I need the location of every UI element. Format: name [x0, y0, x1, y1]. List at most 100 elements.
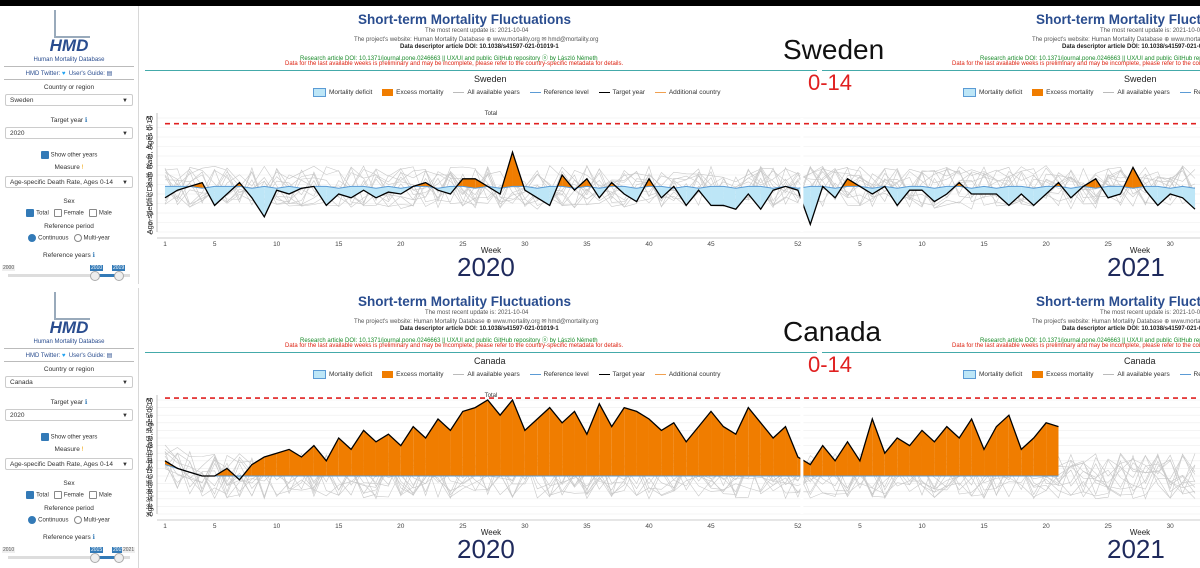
doi-text[interactable]: Data descriptor article DOI: 10.1038/s41… — [400, 326, 559, 332]
twitter-icon[interactable]: ♥ — [61, 353, 66, 359]
twitter-link[interactable]: HMD Twitter: — [25, 71, 61, 77]
radio-multi-year[interactable] — [73, 516, 82, 524]
legend-deficit-swatch[interactable] — [313, 88, 326, 97]
legend-deficit-swatch[interactable] — [963, 88, 976, 97]
checkbox-checked-icon[interactable] — [40, 433, 49, 441]
legend-deficit-swatch[interactable] — [963, 370, 976, 379]
year-select[interactable]: 2020 ▼ — [5, 127, 133, 139]
legend-ref-swatch[interactable] — [1179, 374, 1191, 375]
research-text-2021[interactable]: Research article DOI: 10.1371/journal.po… — [980, 56, 1200, 62]
checkbox-total[interactable] — [26, 491, 35, 499]
legend-excess-swatch[interactable] — [1032, 371, 1044, 378]
checkbox-male[interactable] — [88, 491, 97, 499]
slider-handle-from[interactable] — [90, 553, 100, 563]
deficit-area — [326, 186, 339, 206]
legend-excess-swatch[interactable] — [382, 89, 394, 96]
website-text-2021[interactable]: The project's website: Human Mortality D… — [1032, 319, 1200, 325]
research-text[interactable]: Research article DOI: 10.1371/journal.po… — [300, 338, 598, 344]
measure-select[interactable]: Age-specific Death Rate, Ages 0-14 ▼ — [5, 176, 133, 188]
legend-deficit-swatch[interactable] — [313, 370, 326, 379]
legend-deficit[interactable]: Mortality deficit — [329, 89, 373, 97]
target-year-line — [164, 398, 1059, 481]
doi-text-2021[interactable]: Data descriptor article DOI: 10.1038/s41… — [1062, 326, 1200, 332]
legend-all-swatch[interactable] — [453, 374, 465, 375]
twitter-link[interactable]: HMD Twitter: — [25, 353, 61, 359]
checkbox-female[interactable] — [53, 209, 62, 217]
website-text[interactable]: The project's website: Human Mortality D… — [354, 37, 599, 43]
doi-text-2021[interactable]: Data descriptor article DOI: 10.1038/s41… — [1062, 44, 1200, 50]
measure-select[interactable]: Age-specific Death Rate, Ages 0-14 ▼ — [5, 458, 133, 470]
legend-target[interactable]: Target year — [612, 371, 646, 379]
radio-continuous[interactable] — [28, 234, 37, 242]
social-row[interactable]: HMD Twitter: ♥ User's Guide: ▤ — [0, 70, 138, 77]
legend-all-years[interactable]: All available years — [467, 371, 520, 379]
legend-target[interactable]: Target year — [612, 89, 646, 97]
info-icon[interactable]: ℹ — [84, 399, 88, 406]
legend-all-swatch[interactable] — [1103, 92, 1115, 93]
legend-deficit[interactable]: Mortality deficit — [979, 371, 1023, 379]
show-other-years[interactable]: Show other years — [0, 433, 138, 441]
checkbox-male[interactable] — [88, 209, 97, 217]
year-select[interactable]: 2020 ▼ — [5, 409, 133, 421]
legend-target-swatch[interactable] — [598, 92, 610, 93]
guide-link[interactable]: User's Guide: — [68, 71, 105, 77]
slider-handle-from[interactable] — [90, 271, 100, 281]
legend-ref-swatch[interactable] — [529, 374, 541, 375]
legend-all-swatch[interactable] — [453, 92, 465, 93]
legend-excess[interactable]: Excess mortality — [1046, 89, 1094, 97]
legend-deficit[interactable]: Mortality deficit — [979, 89, 1023, 97]
legend-excess-swatch[interactable] — [382, 371, 394, 378]
legend-additional[interactable]: Additional country — [668, 89, 721, 97]
legend-excess-swatch[interactable] — [1032, 89, 1044, 96]
legend-target-swatch[interactable] — [598, 374, 610, 375]
legend-additional-swatch[interactable] — [654, 92, 666, 93]
website-text-2021[interactable]: The project's website: Human Mortality D… — [1032, 37, 1200, 43]
country-select[interactable]: Canada ▼ — [5, 376, 133, 388]
legend-reference[interactable]: Reference level — [1193, 371, 1200, 379]
country-select[interactable]: Sweden ▼ — [5, 94, 133, 106]
legend-all-years[interactable]: All available years — [467, 89, 520, 97]
legend-excess[interactable]: Excess mortality — [396, 89, 444, 97]
legend-all-swatch[interactable] — [1103, 374, 1115, 375]
book-icon[interactable]: ▤ — [106, 71, 113, 77]
book-icon[interactable]: ▤ — [106, 353, 113, 359]
checkbox-female[interactable] — [53, 491, 62, 499]
legend-all-years[interactable]: All available years — [1117, 89, 1170, 97]
checkbox-total[interactable] — [26, 209, 35, 217]
legend-ref-swatch[interactable] — [1179, 92, 1191, 93]
twitter-icon[interactable]: ♥ — [61, 71, 66, 77]
radio-continuous[interactable] — [28, 516, 37, 524]
legend-additional-swatch[interactable] — [654, 374, 666, 375]
excess-area — [661, 422, 674, 476]
legend-ref-swatch[interactable] — [529, 92, 541, 93]
legend-additional[interactable]: Additional country — [668, 371, 721, 379]
legend-excess[interactable]: Excess mortality — [396, 371, 444, 379]
warning-icon[interactable]: ! — [81, 446, 84, 453]
slider-handle-to[interactable] — [114, 271, 124, 281]
reference-years-slider[interactable]: 2000 2010 2019 — [2, 265, 130, 281]
excess-area — [921, 430, 935, 476]
social-row[interactable]: HMD Twitter: ♥ User's Guide: ▤ — [0, 352, 138, 359]
reference-years-slider[interactable]: 2010 2015 2019 2021 — [2, 547, 136, 563]
show-other-years[interactable]: Show other years — [0, 151, 138, 159]
research-text-2021[interactable]: Research article DOI: 10.1371/journal.po… — [980, 338, 1200, 344]
info-icon[interactable]: ℹ — [92, 252, 95, 259]
legend-excess[interactable]: Excess mortality — [1046, 371, 1094, 379]
slider-handle-to[interactable] — [114, 553, 124, 563]
legend-reference[interactable]: Reference level — [543, 89, 589, 97]
research-text[interactable]: Research article DOI: 10.1371/journal.po… — [300, 56, 598, 62]
legend-reference[interactable]: Reference level — [543, 371, 589, 379]
warning-icon[interactable]: ! — [81, 164, 84, 171]
radio-multi-year[interactable] — [73, 234, 82, 242]
legend-deficit[interactable]: Mortality deficit — [329, 371, 373, 379]
checkbox-checked-icon[interactable] — [40, 151, 49, 159]
guide-link[interactable]: User's Guide: — [68, 353, 105, 359]
info-icon[interactable]: ℹ — [92, 534, 95, 541]
legend-all-years[interactable]: All available years — [1117, 371, 1170, 379]
info-icon[interactable]: ℹ — [84, 117, 88, 124]
doi-text[interactable]: Data descriptor article DOI: 10.1038/s41… — [400, 44, 559, 50]
legend-reference[interactable]: Reference level — [1193, 89, 1200, 97]
website-text[interactable]: The project's website: Human Mortality D… — [354, 319, 599, 325]
